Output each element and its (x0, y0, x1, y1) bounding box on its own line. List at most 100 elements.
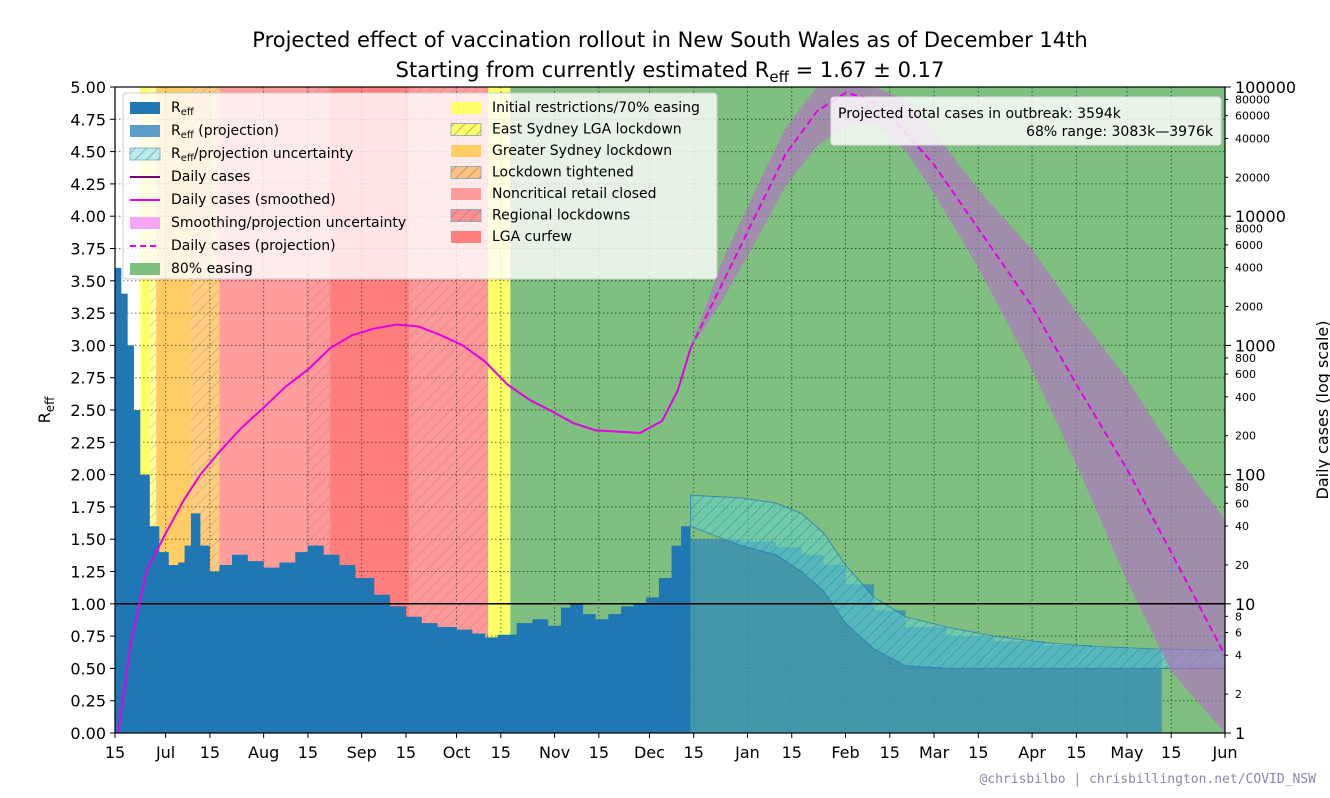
y-left-tick-label-3: 0.75 (70, 627, 106, 646)
y-left-tick-label-2: 0.50 (70, 659, 106, 678)
y-axis-right: 1 10 100 1000 10000 100000 2 4 6 8 20 40 60 80 200 400 6… (1225, 78, 1296, 743)
x-tick-label-21: May (1110, 743, 1143, 762)
y-right-minor-tick-label-10: 600 (1235, 368, 1256, 381)
y-right-minor-tick-label-18: 60000 (1235, 110, 1270, 123)
y-left-tick-label-11: 2.75 (70, 369, 106, 388)
x-tick-label-9: Nov (539, 743, 570, 762)
y-right-minor-tick-label-9: 400 (1235, 391, 1256, 404)
y-axis-left-label: Reff (35, 396, 57, 424)
legend-entry-1: Reff (projection) (130, 123, 279, 141)
legend-swatch-12 (451, 188, 481, 200)
y-right-minor-tick-label-17: 40000 (1235, 132, 1270, 145)
legend-swatch-8 (451, 102, 481, 114)
x-tick-label-1: Jul (155, 743, 175, 762)
x-tick-label-20: 15 (1066, 743, 1086, 762)
legend-swatch-14 (451, 231, 481, 243)
y-right-tick-label-4: 10000 (1235, 207, 1286, 226)
legend-entry-11: Lockdown tightened (450, 165, 634, 181)
x-tick-label-13: Jan (734, 743, 760, 762)
legend-entry-13: Regional lockdowns (450, 208, 630, 224)
y-left-tick-label-4: 1.00 (70, 595, 106, 614)
legend-label-2: Reff/projection uncertainty (171, 146, 353, 164)
x-tick-label-7: Oct (443, 743, 471, 762)
y-right-minor-tick-label-14: 6000 (1235, 239, 1263, 252)
period-hatch-1 (149, 87, 157, 733)
legend-label-7: 80% easing (171, 261, 253, 277)
legend-entry-2: Reff/projection uncertainty (129, 146, 353, 164)
y-axis-left: 0.00 0.25 0.50 0.75 1.00 1.25 1.50 1.75 2.00 2.25… (70, 78, 115, 743)
y-left-tick-label-17: 4.25 (70, 175, 106, 194)
legend-entry-8: Initial restrictions/70% easing (451, 100, 700, 116)
annotation-background (830, 96, 1222, 146)
legend-label-9: East Sydney LGA lockdown (492, 122, 682, 138)
y-right-minor-tick-label-6: 60 (1235, 497, 1249, 510)
y-right-minor-tick-label-4: 20 (1235, 559, 1249, 572)
legend-swatch-0 (130, 102, 160, 114)
annotation-line-2: 68% range: 3083k—3976k (1026, 124, 1214, 140)
legend-swatch-7 (130, 263, 160, 275)
x-tick-label-11: Dec (634, 743, 665, 762)
y-right-minor-tick-label-7: 80 (1235, 481, 1249, 494)
annotation-box: Projected total cases in outbreak: 3594k… (830, 96, 1222, 146)
y-left-tick-label-19: 4.75 (70, 110, 106, 129)
y-left-tick-label-1: 0.25 (70, 692, 106, 711)
period-0 (140, 87, 150, 733)
legend-swatch-5 (130, 217, 160, 229)
footer-credit: @chrisbilbo | chrisbillington.net/COVID_… (979, 772, 1316, 787)
y-right-minor-tick-label-19: 80000 (1235, 94, 1270, 107)
y-left-tick-label-15: 3.75 (70, 240, 106, 259)
x-tick-label-3: Aug (248, 743, 279, 762)
legend-label-8: Initial restrictions/70% easing (492, 100, 700, 116)
y-left-tick-label-0: 0.00 (70, 724, 106, 743)
y-right-minor-tick-label-11: 800 (1235, 352, 1256, 365)
annotation-line-1: Projected total cases in outbreak: 3594k (838, 106, 1122, 122)
x-tick-label-19: Apr (1018, 743, 1046, 762)
legend-entry-14: LGA curfew (451, 229, 572, 245)
y-left-tick-label-13: 3.25 (70, 304, 106, 323)
y-left-tick-label-14: 3.50 (70, 272, 106, 291)
y-left-tick-label-9: 2.25 (70, 433, 106, 452)
y-axis-right-label: Daily cases (log scale) (1313, 321, 1330, 500)
legend-entry-6: Daily cases (projection) (130, 238, 336, 254)
y-left-tick-label-5: 1.25 (70, 563, 106, 582)
x-tick-label-14: 15 (782, 743, 802, 762)
legend-swatch-hatch-2 (130, 148, 160, 160)
y-right-minor-tick-label-5: 40 (1235, 520, 1249, 533)
y-right-minor-tick-label-1: 4 (1235, 649, 1242, 662)
legend-entry-5: Smoothing/projection uncertainty (130, 215, 406, 231)
legend-swatch-10 (451, 145, 481, 157)
legend-label-10: Greater Sydney lockdown (492, 143, 672, 159)
x-tick-label-2: 15 (200, 743, 220, 762)
x-tick-label-15: Feb (831, 743, 859, 762)
legend-entry-10: Greater Sydney lockdown (451, 143, 672, 159)
chart-subtitle: Starting from currently estimated Reff =… (396, 58, 945, 86)
y-right-minor-tick-label-12: 2000 (1235, 301, 1263, 314)
legend-label-1: Reff (projection) (171, 123, 279, 141)
x-tick-label-23: Jun (1212, 743, 1238, 762)
y-right-minor-tick-label-8: 200 (1235, 430, 1256, 443)
y-right-tick-label-2: 100 (1235, 466, 1266, 485)
y-left-tick-label-16: 4.00 (70, 207, 106, 226)
y-right-minor-tick-label-15: 8000 (1235, 223, 1263, 236)
legend-swatch-hatch-11 (451, 166, 481, 179)
x-tick-label-5: Sep (347, 743, 377, 762)
y-right-tick-label-0: 1 (1235, 724, 1245, 743)
chart-title: Projected effect of vaccination rollout … (252, 28, 1087, 52)
y-right-tick-label-5: 100000 (1235, 78, 1296, 97)
legend-label-14: LGA curfew (492, 229, 572, 245)
y-right-tick-label-3: 1000 (1235, 336, 1276, 355)
x-tick-label-22: 15 (1161, 743, 1181, 762)
legend-entry-7: 80% easing (130, 261, 253, 277)
x-tick-label-6: 15 (396, 743, 416, 762)
legend-entry-4: Daily cases (smoothed) (130, 192, 336, 208)
legend-label-0: Reff (171, 100, 195, 118)
x-tick-label-10: 15 (589, 743, 609, 762)
legend: Reff Reff (projection) Reff/projection unc… (122, 92, 718, 280)
legend-entry-9: East Sydney LGA lockdown (450, 122, 682, 138)
legend-label-6: Daily cases (projection) (171, 238, 336, 254)
x-tick-label-4: 15 (298, 743, 318, 762)
y-right-minor-tick-label-16: 20000 (1235, 171, 1270, 184)
y-left-tick-label-18: 4.50 (70, 143, 106, 162)
subtitle-sub: eff (769, 68, 789, 86)
